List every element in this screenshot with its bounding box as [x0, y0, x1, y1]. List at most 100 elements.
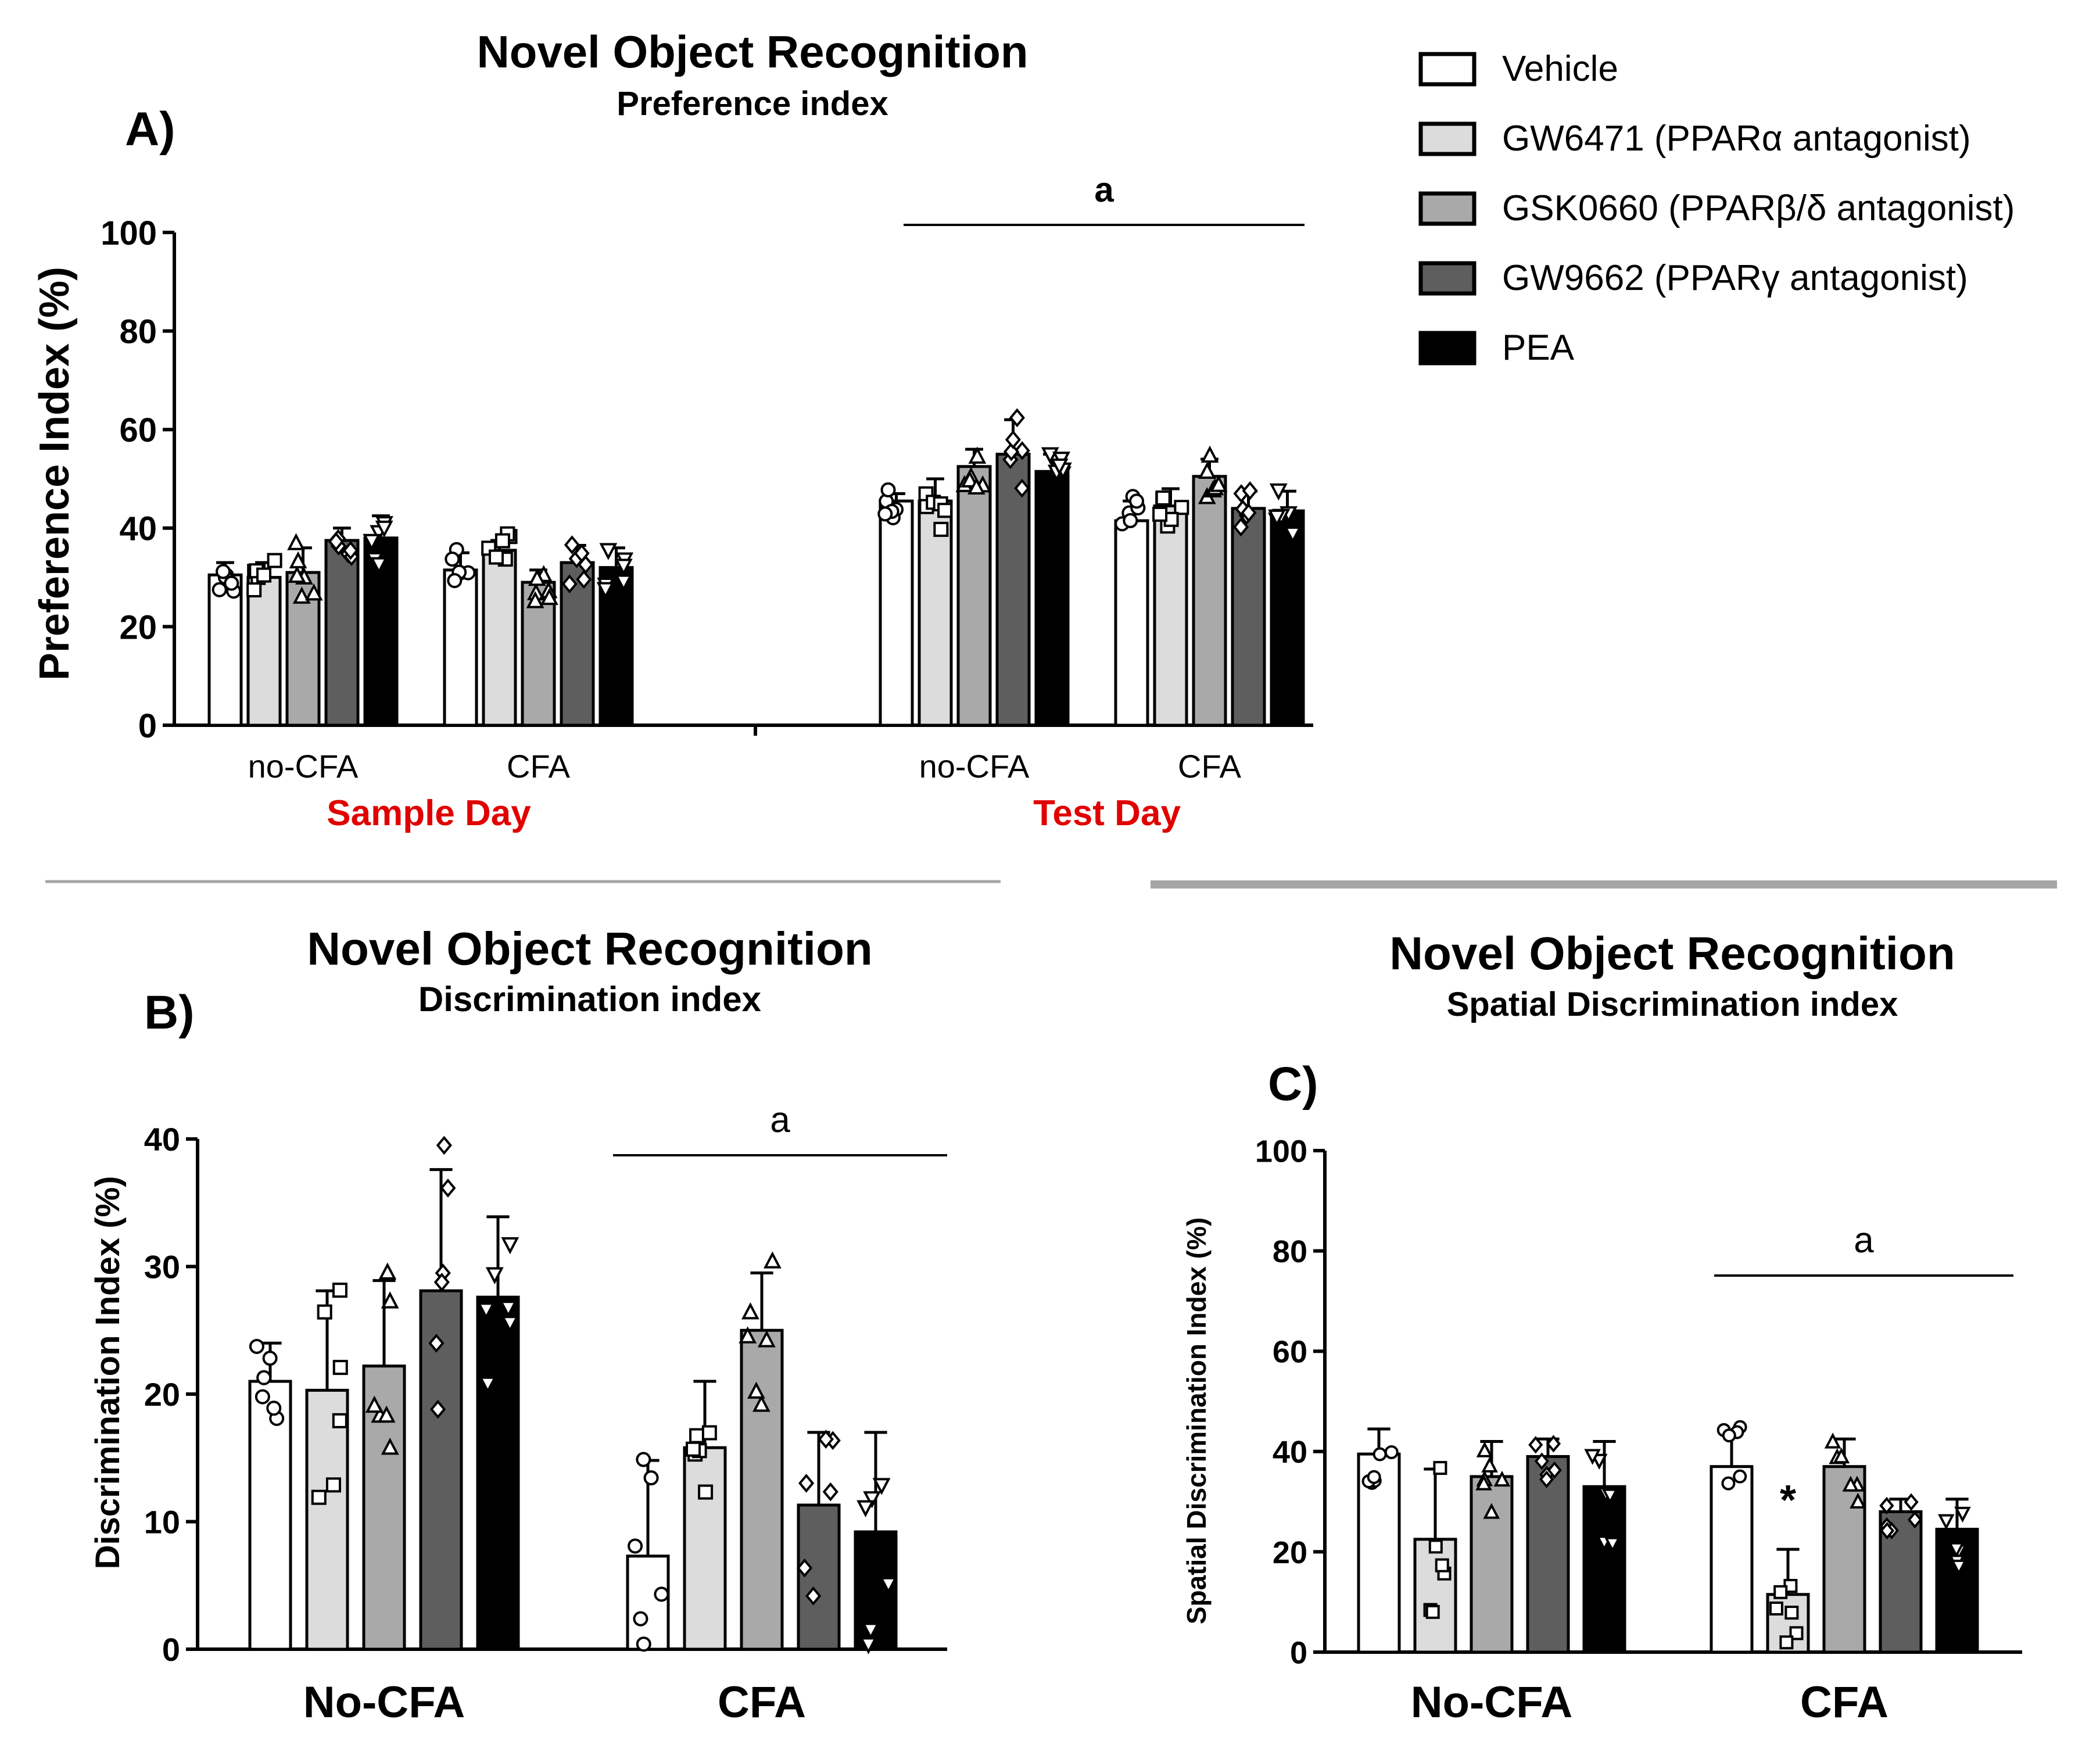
- data-point: [262, 1351, 278, 1366]
- data-point: [1773, 1585, 1788, 1599]
- y-tick-label: 80: [119, 313, 157, 350]
- bar: [419, 1289, 463, 1651]
- data-point: [628, 1538, 643, 1554]
- data-point: [1284, 526, 1302, 544]
- data-point: [857, 1500, 875, 1518]
- data-point: [636, 1636, 651, 1652]
- data-point: [1003, 442, 1020, 461]
- data-point: [540, 588, 558, 606]
- data-point: [686, 1441, 701, 1457]
- category-label: CFA: [1800, 1678, 1888, 1727]
- data-point: [1824, 1432, 1841, 1449]
- data-point: [798, 1474, 815, 1493]
- y-tick-label: 60: [119, 411, 157, 449]
- data-point: [1269, 483, 1288, 501]
- bar: [443, 568, 478, 727]
- data-point: [654, 1586, 669, 1602]
- data-point: [1014, 478, 1030, 498]
- data-point: [1842, 1475, 1859, 1492]
- data-point: [633, 1611, 648, 1627]
- data-point: [430, 1399, 446, 1419]
- bar: [956, 465, 992, 727]
- bar: [797, 1503, 841, 1651]
- data-point: [1539, 1470, 1554, 1488]
- data-point: [317, 1304, 332, 1320]
- data-point: [818, 1430, 834, 1449]
- data-point: [526, 591, 544, 608]
- data-point: [1779, 1635, 1794, 1650]
- bar: [1582, 1485, 1626, 1654]
- data-point: [1152, 506, 1168, 522]
- data-point: [1005, 430, 1022, 449]
- data-point: [805, 1586, 822, 1606]
- y-tick-label: 30: [144, 1249, 180, 1285]
- bar: [683, 1446, 727, 1651]
- y-tick-label: 0: [138, 707, 157, 745]
- data-point: [325, 1477, 341, 1493]
- panel-b-subtitle: Discrimination index: [418, 980, 761, 1019]
- y-tick-label: 10: [144, 1504, 180, 1541]
- data-point: [1200, 445, 1219, 463]
- bar: [1192, 475, 1227, 727]
- data-point: [1528, 1436, 1543, 1454]
- data-point: [561, 574, 578, 594]
- bar: [1270, 509, 1305, 727]
- panel-b-ylabel: Discrimination Index (%): [89, 1176, 127, 1570]
- data-point: [528, 568, 546, 586]
- data-point: [501, 1316, 519, 1333]
- data-point: [1733, 1469, 1747, 1484]
- category-label: CFA: [1178, 748, 1242, 785]
- data-point: [328, 532, 344, 551]
- data-point: [701, 1425, 717, 1441]
- category-label: no-CFA: [248, 748, 359, 785]
- legend-swatch: [1418, 261, 1477, 296]
- panel-a-label: A): [125, 103, 175, 156]
- data-point: [1268, 509, 1286, 527]
- data-point: [1483, 1503, 1500, 1519]
- legend-swatch: [1418, 52, 1477, 87]
- data-point: [1769, 1601, 1783, 1616]
- data-point: [1546, 1435, 1561, 1453]
- bar: [1413, 1538, 1457, 1654]
- y-tick-label: 40: [119, 510, 157, 548]
- data-point: [445, 551, 460, 567]
- data-point: [1584, 1449, 1601, 1465]
- data-point: [489, 549, 504, 565]
- data-point: [1425, 1604, 1440, 1619]
- data-point: [256, 1370, 272, 1385]
- data-point: [967, 477, 986, 495]
- panel-c-label: C): [1268, 1058, 1318, 1111]
- y-tick-label: 80: [1273, 1234, 1307, 1269]
- bar: [1470, 1475, 1514, 1654]
- data-point: [1907, 1511, 1923, 1529]
- y-tick-label: 0: [162, 1631, 180, 1668]
- data-point: [479, 1376, 497, 1394]
- data-point: [370, 557, 388, 575]
- legend-label: GW6471 (PPARα antagonist): [1502, 119, 1971, 159]
- data-point: [447, 573, 463, 589]
- data-point: [1367, 1470, 1381, 1484]
- panel-a-subtitle: Preference index: [617, 85, 888, 123]
- data-point: [614, 558, 633, 576]
- data-point: [311, 1489, 327, 1505]
- data-point: [1476, 1441, 1493, 1457]
- data-point: [636, 1452, 651, 1467]
- data-point: [937, 503, 953, 518]
- category-label: CFA: [507, 748, 571, 785]
- y-tick-label: 20: [119, 608, 157, 646]
- bar: [626, 1554, 670, 1651]
- data-point: [216, 564, 231, 579]
- data-point: [485, 1267, 504, 1285]
- bar: [324, 539, 360, 727]
- data-point: [1938, 1514, 1955, 1530]
- data-point: [1372, 1447, 1387, 1462]
- data-point: [879, 1577, 898, 1595]
- data-point: [1209, 475, 1228, 492]
- y-tick-label: 20: [144, 1376, 180, 1413]
- category-label: CFA: [718, 1678, 806, 1727]
- data-point: [304, 583, 323, 601]
- data-point: [1433, 1461, 1447, 1475]
- legend-label: PEA: [1502, 328, 1575, 368]
- data-point: [862, 1622, 880, 1640]
- data-point: [698, 1484, 714, 1500]
